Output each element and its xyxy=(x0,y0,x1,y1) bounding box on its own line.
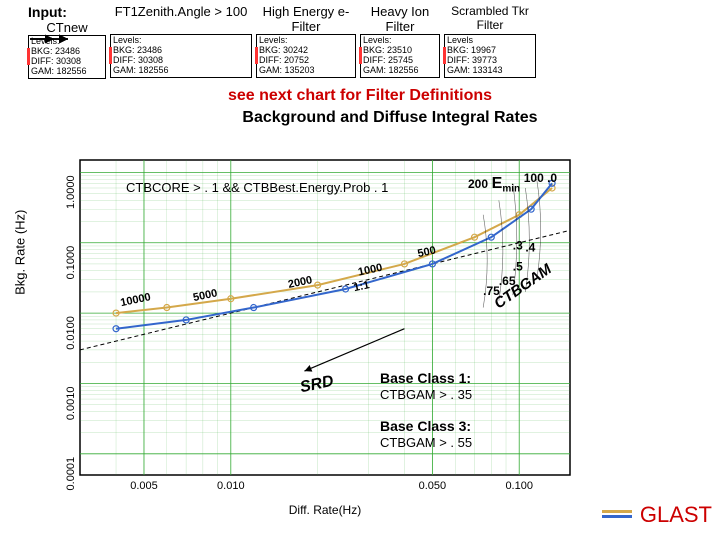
svg-text:0.100: 0.100 xyxy=(505,480,533,492)
filter-block: FT1Zenith.Angle > 100 Levels: BKG: 23486… xyxy=(110,4,252,79)
chart-title: Background and Diffuse Integral Rates xyxy=(60,109,720,127)
svg-text:0.0001: 0.0001 xyxy=(65,457,77,491)
svg-text:2000: 2000 xyxy=(287,274,313,291)
svg-text:0.0010: 0.0010 xyxy=(65,386,77,420)
level-box: Levels: BKG: 23510 DIFF: 25745 GAM: 1825… xyxy=(360,34,440,78)
svg-text:0.005: 0.005 xyxy=(130,480,158,492)
glast-bars-icon xyxy=(602,508,632,520)
svg-text:0.1000: 0.1000 xyxy=(65,246,77,280)
legend-1: Base Class 1: CTBGAM > . 35 xyxy=(380,370,472,402)
filter-block: Scrambled Tkr Filter Levels BKG: 19967 D… xyxy=(444,4,536,79)
arrow-icon xyxy=(28,4,58,54)
filter-block: Heavy Ion Filter Levels: BKG: 23510 DIFF… xyxy=(360,4,440,79)
svg-text:1000: 1000 xyxy=(357,262,383,279)
svg-text:0.0100: 0.0100 xyxy=(65,316,77,350)
svg-text:.5: .5 xyxy=(513,260,523,274)
svg-text:0.010: 0.010 xyxy=(217,480,245,492)
svg-text:10000: 10000 xyxy=(119,291,151,309)
chart-area: Bkg. Rate (Hz) 0.00010.00100.01000.10001… xyxy=(20,140,580,520)
chart-subtitle: CTBCORE > . 1 && CTBBest.Energy.Prob . 1 xyxy=(126,180,388,195)
legend-3: Base Class 3: CTBGAM > . 55 xyxy=(380,418,472,450)
level-box: Levels BKG: 19967 DIFF: 39773 GAM: 13314… xyxy=(444,34,536,78)
filter-block: High Energy e-Filter Levels: BKG: 30242 … xyxy=(256,4,356,79)
svg-text:500: 500 xyxy=(416,244,436,260)
red-banner: see next chart for Filter Definitions xyxy=(0,87,720,105)
svg-text:.3: .3 xyxy=(513,239,523,253)
emin-annotation: 200 Emin 100 .0 xyxy=(468,175,557,195)
level-box: Levels: BKG: 23486 DIFF: 30308 GAM: 1825… xyxy=(110,34,252,78)
svg-text:0.050: 0.050 xyxy=(419,480,447,492)
level-box: Levels: BKG: 30242 DIFF: 20752 GAM: 1352… xyxy=(256,34,356,78)
svg-text:Diff. Rate(Hz): Diff. Rate(Hz) xyxy=(289,503,361,517)
svg-text:1.0000: 1.0000 xyxy=(65,175,77,209)
top-filter-row: Input: CTnew Levels: BKG: 23486 DIFF: 30… xyxy=(0,0,720,79)
svg-text:.4: .4 xyxy=(525,241,535,255)
glast-logo: GLAST xyxy=(640,502,712,528)
chart-svg: 0.0001 0.0010 0.0100 0.1000 1.0000 0.005 0.010… xyxy=(20,140,580,520)
